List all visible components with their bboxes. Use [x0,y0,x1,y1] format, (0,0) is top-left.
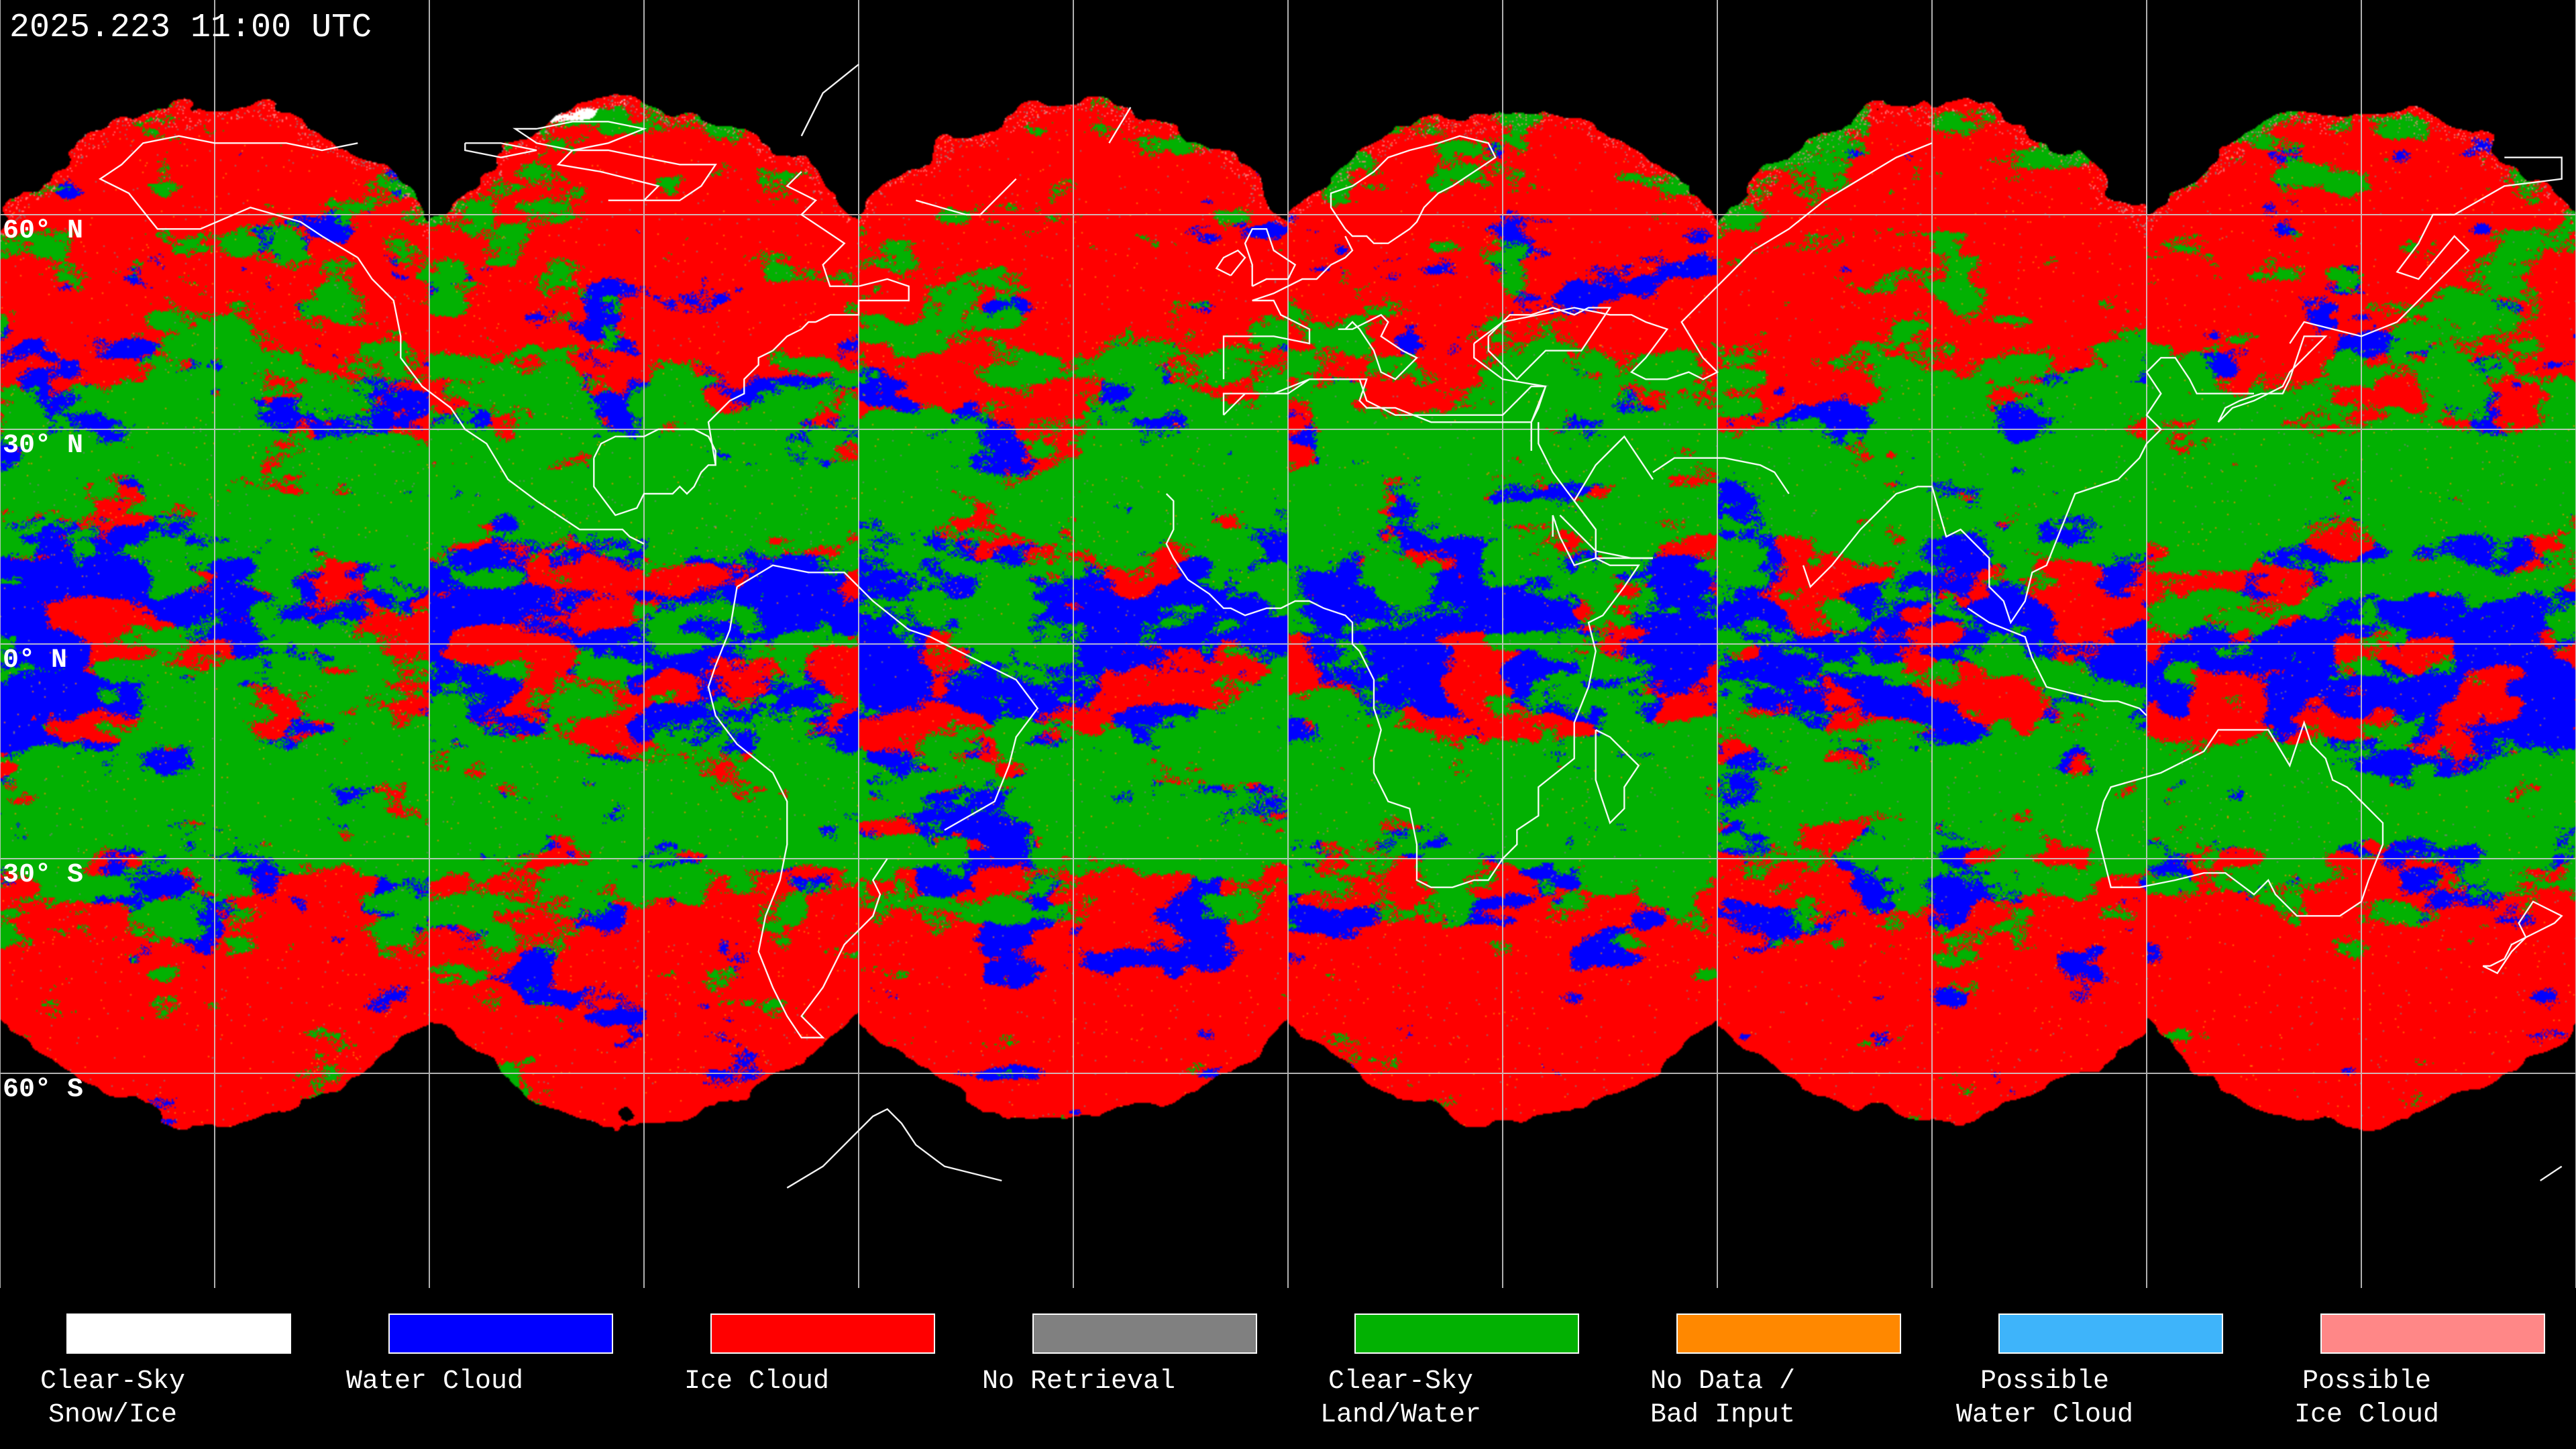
svg-text:30° N: 30° N [3,431,83,461]
svg-text:2025.223 11:00 UTC: 2025.223 11:00 UTC [9,9,372,47]
svg-text:30° S: 30° S [3,860,83,890]
svg-text:60° S: 60° S [3,1075,83,1105]
svg-text:0° N: 0° N [3,645,67,676]
svg-text:60° N: 60° N [3,216,83,246]
